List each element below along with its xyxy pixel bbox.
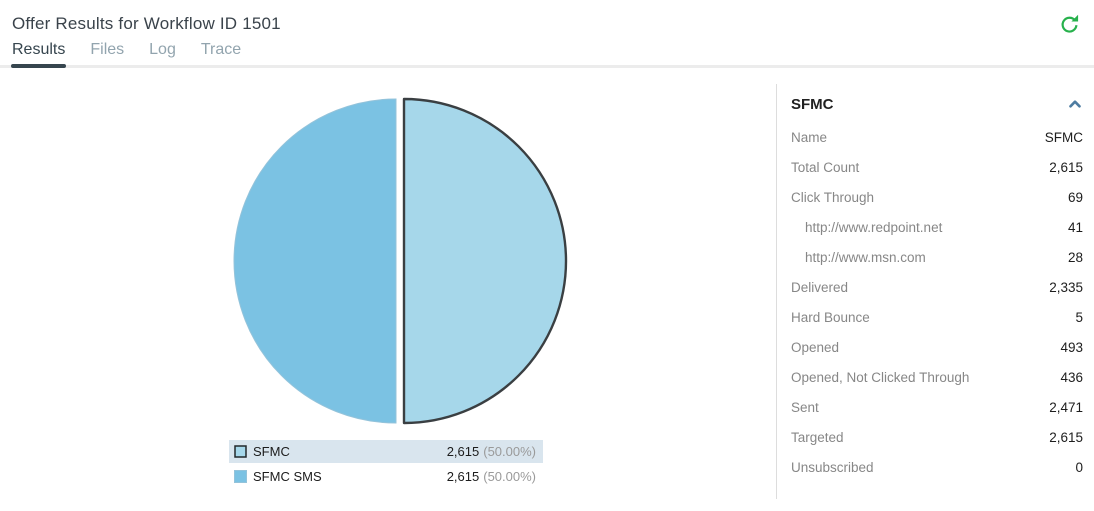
panel-row-delivered: Delivered 2,335	[791, 272, 1083, 302]
row-value: 0	[1075, 459, 1083, 475]
results-content: SFMC 2,615 (50.00%) SFMC SMS 2,615 (50.0…	[0, 68, 1094, 507]
panel-row-url-redpoint: http://www.redpoint.net 41	[791, 212, 1083, 242]
legend-row-sfmc-sms[interactable]: SFMC SMS 2,615 (50.00%)	[229, 465, 543, 488]
panel-row-hard-bounce: Hard Bounce 5	[791, 302, 1083, 332]
panel-row-opened-not-clicked: Opened, Not Clicked Through 436	[791, 362, 1083, 392]
offer-detail-panel: SFMC Name SFMC Total Count 2,615 Click T…	[776, 84, 1093, 499]
panel-row-unsubscribed: Unsubscribed 0	[791, 452, 1083, 482]
panel-row-name: Name SFMC	[791, 122, 1083, 152]
refresh-icon	[1059, 14, 1079, 34]
row-label: Name	[791, 129, 828, 145]
panel-row-sent: Sent 2,471	[791, 392, 1083, 422]
page-header: Offer Results for Workflow ID 1501	[0, 0, 1094, 38]
row-value: 41	[1067, 219, 1083, 235]
legend-label: SFMC SMS	[253, 469, 322, 484]
tab-files[interactable]: Files	[90, 41, 125, 58]
row-label: Opened, Not Clicked Through	[791, 369, 970, 385]
row-value: 69	[1067, 189, 1083, 205]
panel-row-click-through: Click Through 69	[791, 182, 1083, 212]
panel-row-total-count: Total Count 2,615	[791, 152, 1083, 182]
tab-log[interactable]: Log	[149, 41, 176, 58]
row-label: Unsubscribed	[791, 459, 874, 475]
row-label: Opened	[791, 339, 840, 355]
legend-value: 2,615	[446, 469, 480, 484]
collapse-button[interactable]	[1067, 98, 1083, 110]
panel-row-targeted: Targeted 2,615	[791, 422, 1083, 452]
row-label: Targeted	[791, 429, 844, 445]
panel-title: SFMC	[791, 95, 834, 113]
row-value: 28	[1067, 249, 1083, 265]
pie-chart	[233, 97, 568, 425]
row-value: 2,615	[1049, 159, 1083, 175]
row-value: 436	[1060, 369, 1083, 385]
row-label: http://www.redpoint.net	[805, 219, 943, 235]
legend-label: SFMC	[253, 444, 290, 459]
row-label: Delivered	[791, 279, 849, 295]
legend-percent: (50.00%)	[483, 444, 536, 459]
tab-trace[interactable]: Trace	[200, 41, 242, 58]
panel-header: SFMC	[791, 93, 1083, 115]
row-label: Click Through	[791, 189, 875, 205]
row-value: 5	[1075, 309, 1083, 325]
legend-percent: (50.00%)	[483, 469, 536, 484]
row-label: Hard Bounce	[791, 309, 870, 325]
panel-row-url-msn: http://www.msn.com 28	[791, 242, 1083, 272]
legend-value: 2,615	[446, 444, 480, 459]
row-label: http://www.msn.com	[805, 249, 926, 265]
pie-legend: SFMC 2,615 (50.00%) SFMC SMS 2,615 (50.0…	[229, 440, 543, 488]
row-value: 493	[1060, 339, 1083, 355]
legend-swatch-sfmc	[234, 445, 247, 458]
row-label: Total Count	[791, 159, 860, 175]
tab-results[interactable]: Results	[10, 41, 67, 68]
tab-bar: Results Files Log Trace	[0, 38, 1094, 68]
chevron-up-icon	[1069, 100, 1081, 108]
pie-slice-sfmc[interactable]	[402, 97, 568, 425]
refresh-button[interactable]	[1058, 13, 1080, 35]
row-value: 2,335	[1049, 279, 1083, 295]
row-label: Sent	[791, 399, 819, 415]
panel-rows: Name SFMC Total Count 2,615 Click Throug…	[791, 122, 1083, 482]
row-value: 2,615	[1049, 429, 1083, 445]
row-value: 2,471	[1049, 399, 1083, 415]
page-title: Offer Results for Workflow ID 1501	[12, 13, 281, 33]
pie-slice-sfmc-sms[interactable]	[233, 98, 397, 424]
pie-chart-area: SFMC 2,615 (50.00%) SFMC SMS 2,615 (50.0…	[0, 68, 776, 507]
legend-swatch-sfmc-sms	[234, 470, 247, 483]
row-value: SFMC	[1044, 129, 1083, 145]
legend-row-sfmc[interactable]: SFMC 2,615 (50.00%)	[229, 440, 543, 463]
panel-row-opened: Opened 493	[791, 332, 1083, 362]
